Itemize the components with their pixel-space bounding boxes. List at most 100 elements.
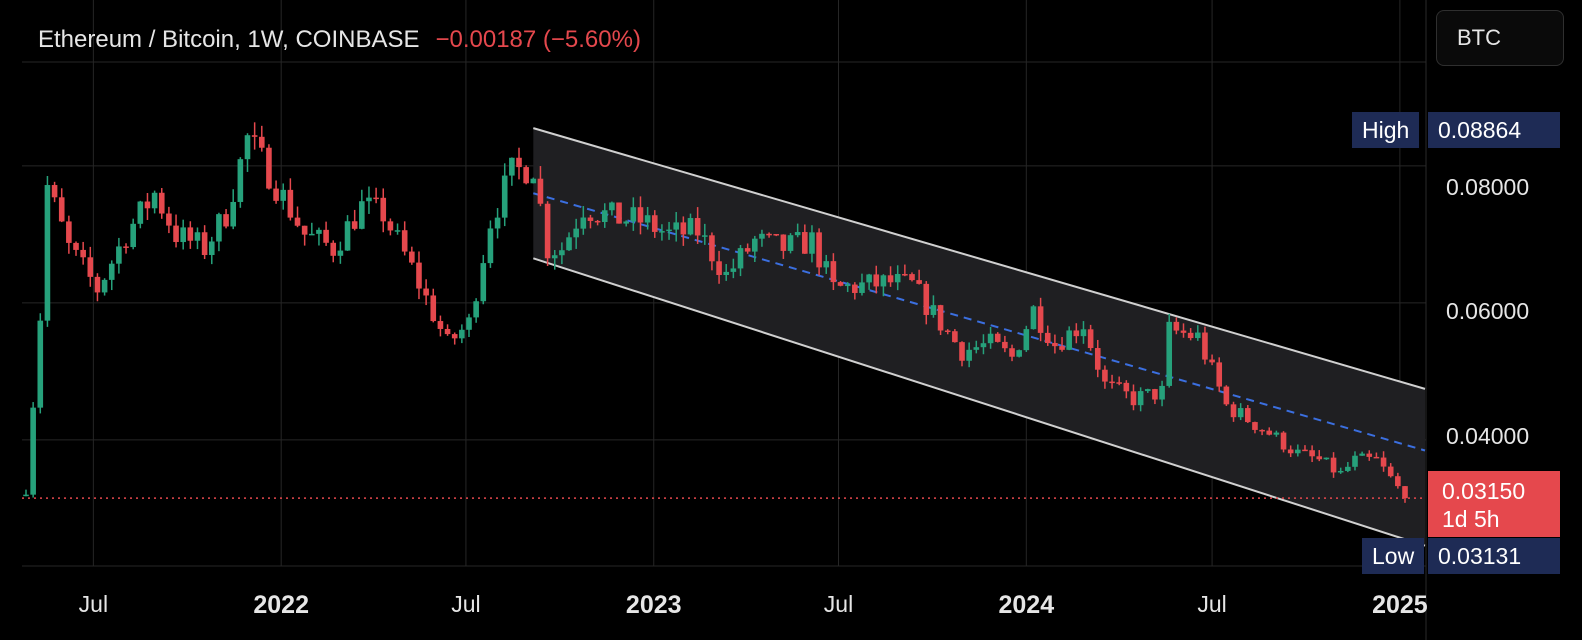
candle-body (416, 262, 422, 289)
candle (1302, 445, 1308, 452)
candle-body (101, 279, 108, 293)
candle (323, 221, 329, 246)
candle-body (144, 201, 151, 209)
candle (101, 278, 108, 296)
candle (130, 218, 136, 250)
candle-body (680, 222, 687, 235)
candle (673, 212, 680, 242)
candle-body (866, 274, 872, 283)
last-price-value: 0.03150 (1442, 478, 1526, 504)
low-value: 0.03131 (1428, 538, 1560, 574)
candle (537, 166, 544, 207)
candle-body (1266, 430, 1273, 435)
candle (730, 258, 737, 279)
candle-body (516, 157, 522, 168)
candle-body (166, 213, 172, 226)
candle-body (802, 232, 808, 254)
candle (401, 221, 408, 256)
last-price-tag: 0.03150 1d 5h (1428, 471, 1560, 537)
candle (194, 227, 201, 250)
candle (909, 272, 915, 282)
candle-body (344, 221, 351, 251)
x-tick-label: 2022 (253, 591, 309, 619)
candle (208, 236, 215, 265)
candle-body (609, 202, 615, 211)
candle-body (651, 215, 658, 232)
candle (744, 243, 751, 254)
candle (823, 254, 830, 274)
candle (1337, 467, 1344, 474)
candle (380, 188, 387, 233)
candle-body (1202, 332, 1208, 360)
candle-body (1359, 453, 1365, 456)
candle-body (830, 261, 837, 283)
candle-body (723, 271, 730, 276)
candle-body (280, 189, 287, 201)
candle-body (1295, 449, 1301, 454)
candle (1016, 349, 1022, 358)
candle-body (1259, 429, 1265, 432)
candle-body (987, 333, 994, 344)
candle (66, 215, 72, 254)
candle-body (1116, 382, 1122, 384)
candle (944, 329, 951, 335)
candle (430, 288, 437, 323)
candle-body (1137, 391, 1144, 406)
candle (266, 144, 272, 190)
candle-body (301, 225, 308, 235)
candle-body (444, 328, 451, 335)
candle-body (116, 246, 122, 264)
candle (51, 181, 58, 203)
low-label: Low (1362, 538, 1425, 574)
candle-body (1323, 457, 1330, 460)
candle (459, 324, 465, 344)
currency-button[interactable]: BTC (1436, 10, 1564, 66)
candle-body (1009, 348, 1015, 357)
candle-body (273, 188, 279, 201)
candle-body (587, 217, 594, 221)
candle-body (1002, 341, 1008, 349)
candle (230, 189, 237, 230)
candle (959, 341, 965, 367)
bar-countdown: 1d 5h (1442, 506, 1500, 532)
candle-body (1373, 456, 1380, 459)
candle-body (1030, 306, 1037, 330)
candle-body (837, 282, 844, 286)
candle-body (759, 233, 765, 239)
candle-body (944, 330, 951, 332)
candle-body (566, 237, 572, 251)
candle (1066, 326, 1072, 351)
candle-body (409, 251, 415, 263)
candle-body (616, 202, 622, 224)
candle (659, 224, 665, 241)
candle (1166, 313, 1173, 388)
candle-body (644, 215, 651, 223)
candle-body (23, 494, 29, 497)
candle-body (380, 197, 387, 222)
candle-body (337, 250, 344, 256)
candle (809, 225, 815, 263)
candle (451, 332, 458, 345)
candle (1080, 321, 1087, 344)
candle (337, 241, 344, 264)
candle (1137, 387, 1144, 412)
candle-body (316, 229, 322, 234)
candle-body (1023, 329, 1030, 351)
candle (766, 232, 772, 238)
candle-body (1173, 321, 1180, 331)
candle (1087, 324, 1094, 351)
candle (373, 187, 379, 204)
candle (316, 227, 322, 246)
candle-body (894, 273, 901, 283)
candle (794, 223, 801, 238)
candle-body (201, 232, 208, 256)
candle (1180, 323, 1187, 338)
candle-body (523, 167, 529, 184)
candle-body (844, 284, 851, 287)
candle-body (1152, 389, 1158, 400)
candle (609, 201, 615, 216)
candle (937, 304, 944, 336)
candle (258, 125, 265, 152)
candle-body (130, 223, 136, 248)
